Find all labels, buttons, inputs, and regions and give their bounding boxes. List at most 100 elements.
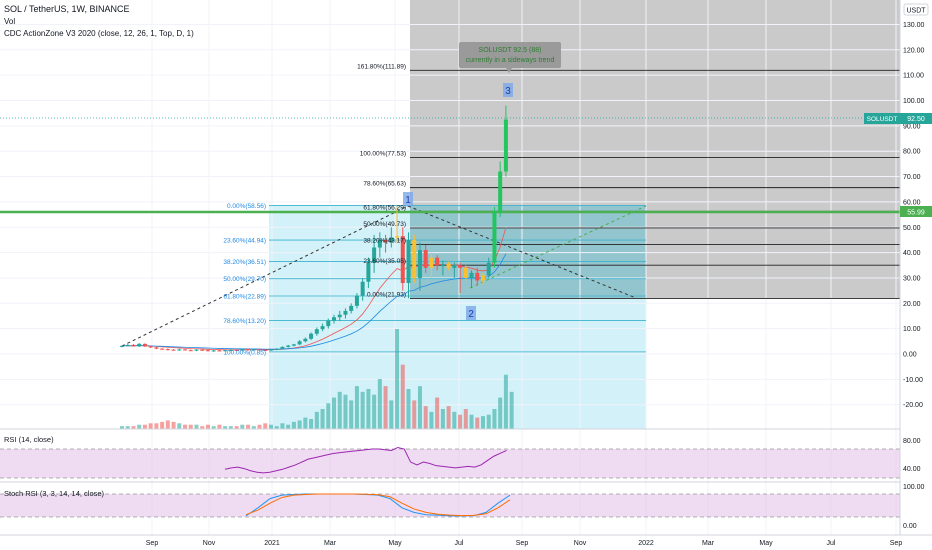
- candle[interactable]: [200, 349, 205, 351]
- candle[interactable]: [194, 349, 199, 351]
- candle[interactable]: [148, 346, 153, 348]
- volume-bar: [177, 423, 182, 429]
- candle[interactable]: [205, 350, 210, 352]
- time-label: Sep: [146, 540, 159, 547]
- candle[interactable]: [354, 295, 359, 306]
- actionzone-indicator-label[interactable]: CDC ActionZone V3 2020 (close, 12, 26, 1…: [4, 29, 194, 38]
- currency-badge[interactable]: [903, 3, 929, 16]
- candle[interactable]: [400, 236, 405, 284]
- candle[interactable]: [349, 305, 354, 311]
- candle[interactable]: [280, 346, 285, 349]
- candle[interactable]: [240, 349, 245, 351]
- candle[interactable]: [480, 275, 485, 281]
- candle[interactable]: [458, 265, 463, 268]
- candle[interactable]: [263, 349, 268, 351]
- candle[interactable]: [383, 239, 388, 243]
- candle[interactable]: [452, 265, 457, 268]
- candle[interactable]: [389, 237, 394, 243]
- volume-bar: [246, 424, 251, 429]
- ema-26-line: [121, 253, 507, 350]
- volume-bar: [492, 409, 497, 429]
- candle[interactable]: [246, 349, 251, 351]
- candle[interactable]: [297, 341, 302, 345]
- current-price-value: 92.50: [907, 116, 925, 123]
- wave-label-2: 2: [468, 309, 474, 320]
- volume-bar: [234, 426, 239, 429]
- candle[interactable]: [251, 349, 256, 351]
- candle[interactable]: [177, 349, 182, 351]
- volume-bar: [171, 421, 176, 429]
- candle[interactable]: [503, 119, 508, 172]
- rsi-label[interactable]: RSI (14, close): [4, 435, 54, 444]
- candle[interactable]: [463, 267, 468, 278]
- candle[interactable]: [417, 250, 422, 278]
- trendline-up[interactable]: [121, 205, 409, 347]
- candle[interactable]: [171, 349, 176, 351]
- candle[interactable]: [309, 333, 314, 339]
- candle[interactable]: [120, 345, 124, 347]
- candle[interactable]: [274, 348, 279, 350]
- stoch-label[interactable]: Stoch RSI (3, 3, 14, 14, close): [4, 489, 105, 498]
- candle[interactable]: [435, 257, 440, 266]
- candle[interactable]: [142, 343, 147, 347]
- candle[interactable]: [337, 314, 342, 318]
- candle[interactable]: [406, 239, 411, 284]
- candle[interactable]: [360, 281, 365, 296]
- candle[interactable]: [183, 349, 188, 351]
- volume-bar: [383, 386, 388, 429]
- candle[interactable]: [314, 329, 319, 334]
- candle[interactable]: [160, 348, 165, 350]
- candle[interactable]: [372, 247, 377, 263]
- candle[interactable]: [412, 239, 417, 278]
- candle[interactable]: [303, 338, 308, 342]
- candle[interactable]: [291, 344, 296, 346]
- candle[interactable]: [228, 349, 233, 351]
- fib-left-label: 61.80%(22.89): [223, 293, 266, 300]
- candle[interactable]: [343, 310, 348, 315]
- time-axis[interactable]: Sep Nov 2021 Mar May Jul Sep Nov 2022 Mar May Jul Se…: [146, 540, 903, 547]
- candle[interactable]: [366, 262, 371, 282]
- candle[interactable]: [326, 320, 331, 327]
- candle[interactable]: [286, 345, 291, 347]
- candle[interactable]: [498, 171, 503, 213]
- candle[interactable]: [469, 272, 474, 278]
- trendline-green[interactable]: [469, 205, 647, 289]
- candle[interactable]: [332, 317, 337, 321]
- candle[interactable]: [125, 344, 130, 346]
- volume-bar: [137, 424, 142, 429]
- volume-bar: [223, 426, 228, 429]
- candle[interactable]: [475, 272, 480, 281]
- candle[interactable]: [154, 347, 159, 349]
- candle[interactable]: [223, 350, 228, 352]
- candle[interactable]: [377, 239, 382, 248]
- candle[interactable]: [211, 350, 216, 352]
- symbol-title[interactable]: SOL / TetherUS, 1W, BINANCE: [4, 4, 130, 14]
- candle[interactable]: [188, 350, 193, 352]
- candle[interactable]: [486, 262, 491, 276]
- price-axis[interactable]: [900, 0, 932, 535]
- time-label: 2021: [264, 540, 280, 547]
- candle[interactable]: [137, 343, 142, 347]
- candle[interactable]: [395, 236, 400, 238]
- volume-bar: [268, 424, 273, 429]
- candle[interactable]: [320, 326, 325, 330]
- candle[interactable]: [234, 349, 239, 351]
- candle[interactable]: [492, 212, 497, 263]
- candle[interactable]: [429, 257, 434, 268]
- candle[interactable]: [257, 349, 262, 351]
- candle[interactable]: [440, 264, 445, 266]
- candle[interactable]: [131, 344, 136, 347]
- candle[interactable]: [268, 349, 273, 351]
- candle[interactable]: [423, 250, 428, 268]
- trendline-down[interactable]: [407, 205, 637, 299]
- volume-bar: [251, 426, 256, 429]
- candle[interactable]: [446, 264, 451, 268]
- candle[interactable]: [165, 349, 170, 351]
- vol-indicator-label[interactable]: Vol: [4, 17, 16, 26]
- time-label: Sep: [516, 540, 529, 547]
- wave-label-3: 3: [505, 86, 511, 97]
- candle[interactable]: [217, 350, 222, 352]
- volume-bar: [360, 391, 365, 429]
- stoch-band: [0, 494, 900, 517]
